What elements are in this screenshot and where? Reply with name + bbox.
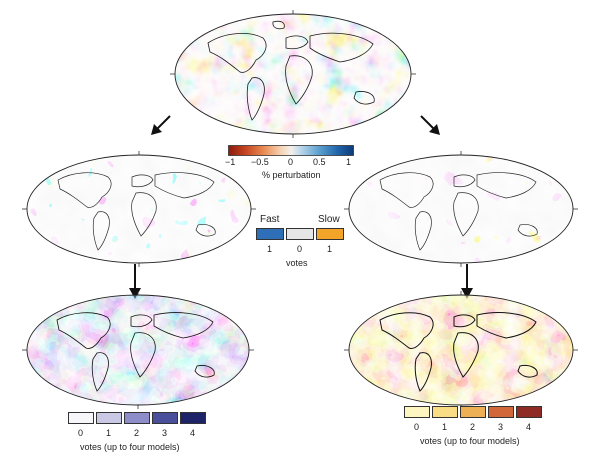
neutral-vote-value: 0: [297, 244, 303, 254]
slow-count-map: [342, 290, 580, 410]
votes-label: votes: [286, 258, 308, 268]
fast-count-tick-3: 3: [162, 428, 168, 438]
perturbation-label: % perturbation: [262, 170, 321, 180]
arrow-to-fast-count-map: [128, 264, 142, 305]
fast-count-tick-1: 1: [106, 428, 112, 438]
fast-label: Fast: [260, 214, 280, 225]
arrow-to-slow-map: [417, 112, 443, 143]
fast-count-map: [20, 290, 256, 410]
perturbation-tick-1: −1: [225, 157, 236, 167]
slow-count-tick-0: 0: [414, 422, 420, 432]
fast-count-tick-4: 4: [190, 428, 196, 438]
slow-count-tick-3: 3: [498, 422, 504, 432]
fast-count-tick-0: 0: [78, 428, 84, 438]
slow-count-tick-4: 4: [526, 422, 532, 432]
fast-count-swatch-4: [180, 412, 206, 424]
slow-count-swatch-2: [460, 406, 486, 418]
perturbation-tick-4: 0.5: [313, 157, 326, 167]
fast-count-tick-2: 2: [134, 428, 140, 438]
slow-count-swatch-4: [516, 406, 542, 418]
fast-vote-value: 1: [267, 244, 273, 254]
slow-count-swatch-3: [488, 406, 514, 418]
slow-vote-swatch: [316, 228, 344, 240]
slow-count-swatch-0: [404, 406, 430, 418]
fast-vote-swatch: [256, 228, 284, 240]
fast-votes-map: [20, 150, 258, 268]
slow-count-label: votes (up to four models): [420, 436, 520, 446]
perturbation-tick-5: 1: [346, 157, 352, 167]
arrow-to-slow-count-map: [460, 264, 474, 305]
perturbation-colorbar: [228, 143, 354, 156]
arrow-to-fast-map: [148, 112, 174, 143]
fast-count-label: votes (up to four models): [80, 442, 180, 452]
fast-count-swatch-1: [96, 412, 122, 424]
neutral-vote-swatch: [286, 228, 314, 240]
slow-vote-value: 1: [327, 244, 333, 254]
perturbation-map: [168, 8, 418, 140]
slow-label: Slow: [318, 214, 340, 225]
perturbation-tick-2: −0.5: [251, 157, 269, 167]
fast-count-swatch-2: [124, 412, 150, 424]
fast-count-swatch-0: [68, 412, 94, 424]
fast-count-swatch-3: [152, 412, 178, 424]
slow-votes-map: [342, 150, 580, 268]
perturbation-tick-3: 0: [288, 157, 294, 167]
slow-count-tick-1: 1: [442, 422, 448, 432]
slow-count-tick-2: 2: [470, 422, 476, 432]
slow-count-swatch-1: [432, 406, 458, 418]
